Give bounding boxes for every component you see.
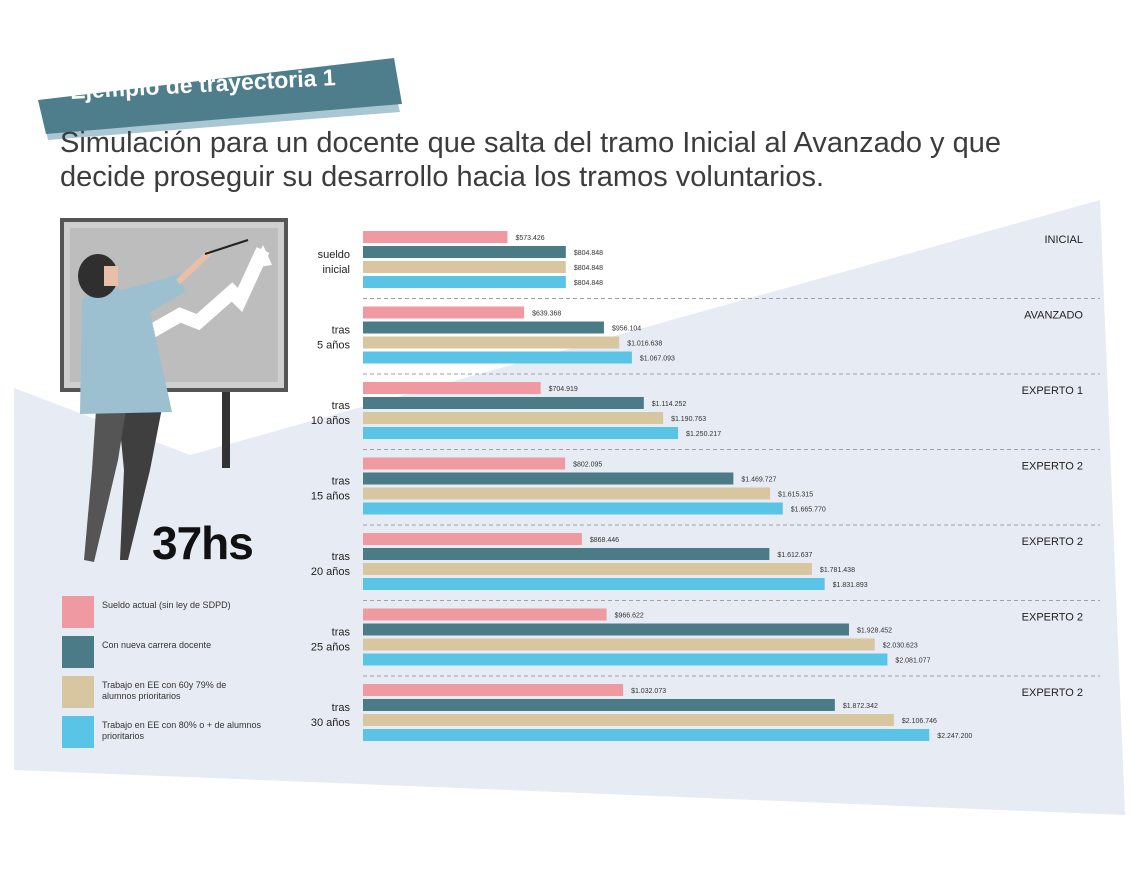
bar [363,548,770,560]
bar [363,427,679,439]
value-label: $2.081.077 [895,658,930,665]
tier-label: EXPERTO 1 [1022,385,1083,397]
bar [363,261,566,273]
bar [363,382,541,394]
bar [363,638,875,651]
bar [363,684,624,696]
value-label: $1.114.252 [652,401,687,408]
legend-label: Sueldo actual (sin ley de SDPD) [102,600,231,610]
group-label: tras [332,400,351,412]
bar [363,653,888,666]
legend-swatch [62,716,94,748]
tier-label: EXPERTO 2 [1022,536,1083,548]
bar [363,714,894,726]
value-label: $1.872.342 [843,703,878,710]
bar [363,246,566,258]
legend-item: Con nueva carrera docente [62,636,262,670]
group-label: tras [332,476,351,488]
teacher-illustration [78,239,249,562]
legend-label: Trabajo en EE con 60y 79% de alumnos pri… [102,680,227,701]
tier-label: EXPERTO 2 [1022,687,1083,699]
value-label: $1.190.763 [671,416,706,423]
value-label: $1.469.727 [741,477,776,484]
value-label: $802.095 [573,462,602,469]
value-label: $2.106.746 [902,718,937,725]
value-label: $868.446 [590,537,619,544]
value-label: $956.104 [612,326,641,333]
bar [363,563,812,575]
value-label: $2.247.200 [937,733,972,740]
bar [363,487,771,500]
value-label: $804.848 [574,265,603,272]
value-label: $804.848 [574,280,603,287]
bar [363,623,849,636]
tier-label: EXPERTO 2 [1022,612,1083,624]
group-label: inicial [322,264,350,276]
tier-label: AVANZADO [1024,310,1083,322]
group-label: 25 años [311,642,351,654]
group-label: 20 años [311,566,351,578]
legend-swatch [62,636,94,668]
legend-item: Trabajo en EE con 60y 79% de alumnos pri… [62,676,262,710]
value-label: $573.426 [516,235,545,242]
value-label: $1.665.770 [791,507,826,514]
bar [363,457,566,470]
value-label: $966.622 [615,613,644,620]
bar [363,306,525,319]
hours-label: 37hs [152,517,254,569]
group-label: tras [332,702,351,714]
value-label: $804.848 [574,250,603,257]
subtitle-line-1: Simulación para un docente que salta del… [60,127,1001,159]
legend-item: Sueldo actual (sin ley de SDPD) [62,596,262,630]
legend-swatch [62,596,94,628]
bar [363,276,566,288]
group-label: tras [332,325,351,337]
value-label: $704.919 [549,386,578,393]
value-label: $1.612.637 [777,552,812,559]
bar [363,729,930,741]
legend-swatch [62,676,94,708]
value-label: $1.250.217 [686,431,721,438]
value-label: $2.030.623 [883,643,918,650]
title-banner [38,58,402,140]
group-label: 5 años [317,340,351,352]
bar [363,472,734,485]
tier-label: EXPERTO 2 [1022,461,1083,473]
bar [363,699,835,711]
group-label: 30 años [311,717,351,729]
value-label: $1.831.893 [833,582,868,589]
group-label: 15 años [311,491,351,503]
value-label: $639.368 [532,311,561,318]
subtitle-line-2: decide proseguir su desarrollo hacia los… [60,161,825,193]
value-label: $1.032.073 [631,688,666,695]
legend-label: Trabajo en EE con 80% o + de alumnos pri… [102,720,262,741]
legend-label: Con nueva carrera docente [102,640,212,650]
bar [363,231,508,243]
bar [363,336,620,349]
group-label: sueldo [318,249,350,261]
group-label: 10 años [311,415,351,427]
group-label: tras [332,627,351,639]
bar [363,533,582,545]
bar [363,502,783,515]
value-label: $1.928.452 [857,628,892,635]
bar [363,351,632,364]
group-label: tras [332,551,351,563]
bar [363,321,604,334]
bar [363,397,644,409]
bar [363,578,825,590]
value-label: $1.067.093 [640,356,675,363]
chart-legend: Sueldo actual (sin ley de SDPD) Con nuev… [62,596,262,756]
bar [363,608,607,621]
value-label: $1.615.315 [778,492,813,499]
chart-subtitle: Simulación para un docente que salta del… [60,126,1040,194]
bar [363,412,664,424]
value-label: $1.781.438 [820,567,855,574]
tier-label: INICIAL [1044,234,1083,246]
legend-item: Trabajo en EE con 80% o + de alumnos pri… [62,716,262,750]
value-label: $1.016.638 [627,341,662,348]
